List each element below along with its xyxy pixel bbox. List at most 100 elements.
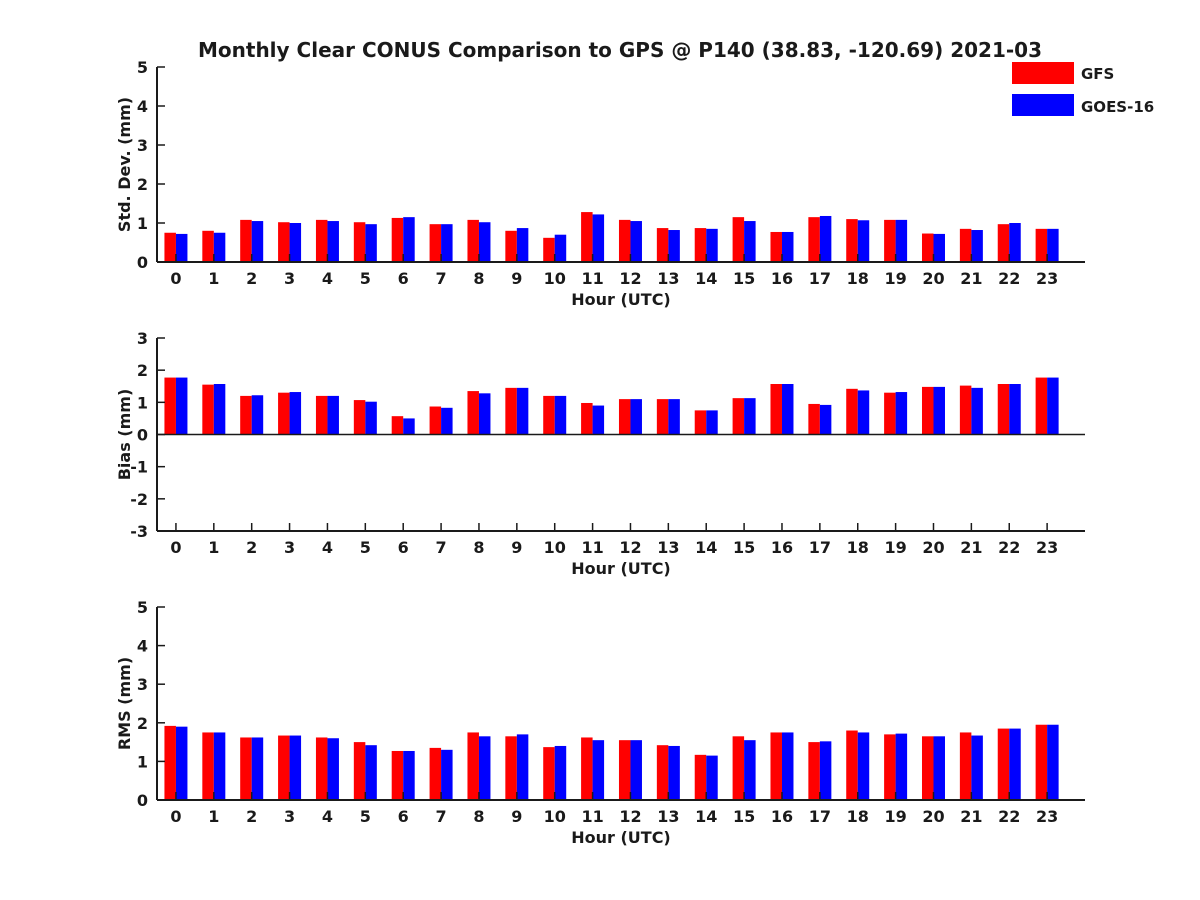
x-tick-label-stddev: 17 bbox=[809, 269, 831, 288]
bar-bias-gfs-13 bbox=[656, 399, 669, 435]
bar-bias-gfs-21 bbox=[959, 385, 972, 435]
bar-stddev-goes16-8 bbox=[478, 222, 491, 262]
x-tick-label-rms: 7 bbox=[436, 807, 447, 826]
x-tick-label-stddev: 9 bbox=[511, 269, 522, 288]
bars-stddev bbox=[164, 212, 1059, 262]
bar-rms-goes16-19 bbox=[895, 733, 908, 800]
bar-stddev-goes16-4 bbox=[327, 221, 339, 262]
bar-bias-goes16-13 bbox=[668, 399, 680, 435]
bar-bias-goes16-1 bbox=[213, 384, 226, 435]
bar-rms-gfs-19 bbox=[884, 734, 896, 800]
bar-rms-gfs-5 bbox=[353, 742, 366, 800]
bar-rms-goes16-17 bbox=[819, 741, 832, 800]
x-tick-label-bias: 4 bbox=[322, 538, 333, 557]
bar-rms-gfs-1 bbox=[202, 732, 214, 800]
bar-bias-goes16-7 bbox=[441, 407, 453, 435]
bars-rms bbox=[164, 724, 1059, 800]
x-axis-label-stddev: Hour (UTC) bbox=[571, 290, 671, 309]
bar-stddev-gfs-11 bbox=[581, 212, 593, 262]
bar-bias-gfs-2 bbox=[240, 395, 252, 435]
bar-rms-gfs-11 bbox=[581, 737, 593, 800]
bar-rms-gfs-21 bbox=[959, 732, 972, 800]
x-tick-label-rms: 18 bbox=[847, 807, 869, 826]
x-tick-label-rms: 22 bbox=[998, 807, 1020, 826]
y-axis-label-bias: Bias (mm) bbox=[115, 389, 134, 481]
y-tick-label-rms: 5 bbox=[137, 598, 148, 617]
bar-stddev-goes16-0 bbox=[175, 233, 188, 262]
bar-bias-gfs-4 bbox=[315, 395, 328, 435]
bar-rms-gfs-13 bbox=[656, 745, 669, 800]
bar-stddev-gfs-2 bbox=[240, 219, 252, 262]
bar-bias-gfs-5 bbox=[353, 400, 366, 435]
x-tick-label-bias: 11 bbox=[581, 538, 603, 557]
bar-bias-goes16-8 bbox=[478, 393, 491, 435]
bar-rms-goes16-13 bbox=[668, 745, 680, 800]
y-tick-label-bias: -3 bbox=[130, 522, 148, 541]
bar-stddev-goes16-9 bbox=[516, 228, 529, 262]
bar-rms-goes16-15 bbox=[744, 740, 756, 800]
bar-stddev-gfs-9 bbox=[505, 230, 517, 262]
bar-bias-gfs-19 bbox=[884, 392, 896, 435]
y-tick-label-rms: 4 bbox=[137, 637, 148, 656]
x-tick-label-stddev: 14 bbox=[695, 269, 717, 288]
legend-label-gfs: GFS bbox=[1081, 65, 1114, 83]
bar-stddev-gfs-8 bbox=[467, 219, 479, 262]
x-tick-label-rms: 13 bbox=[657, 807, 679, 826]
bar-stddev-gfs-20 bbox=[921, 233, 934, 262]
y-tick-label-bias: 3 bbox=[137, 329, 148, 348]
x-tick-label-stddev: 3 bbox=[284, 269, 295, 288]
x-tick-label-rms: 2 bbox=[246, 807, 257, 826]
x-tick-label-rms: 9 bbox=[511, 807, 522, 826]
x-tick-label-stddev: 22 bbox=[998, 269, 1020, 288]
x-tick-label-rms: 21 bbox=[960, 807, 982, 826]
x-tick-label-rms: 16 bbox=[771, 807, 793, 826]
x-axis-label-rms: Hour (UTC) bbox=[571, 828, 671, 847]
x-tick-label-rms: 19 bbox=[884, 807, 906, 826]
y-tick-label-bias: 0 bbox=[137, 426, 148, 445]
legend-swatch-gfs bbox=[1012, 62, 1074, 84]
bar-stddev-goes16-10 bbox=[554, 234, 567, 262]
bar-bias-gfs-20 bbox=[921, 386, 934, 435]
bar-bias-goes16-4 bbox=[327, 395, 339, 435]
bar-bias-goes16-5 bbox=[365, 401, 377, 435]
x-tick-label-bias: 10 bbox=[544, 538, 566, 557]
y-tick-label-stddev: 3 bbox=[137, 136, 148, 155]
bar-rms-goes16-9 bbox=[516, 734, 529, 800]
bar-rms-goes16-10 bbox=[554, 745, 567, 800]
bar-rms-goes16-20 bbox=[933, 736, 945, 800]
x-tick-label-stddev: 5 bbox=[360, 269, 371, 288]
bar-rms-gfs-15 bbox=[732, 736, 745, 800]
bar-bias-gfs-3 bbox=[278, 392, 290, 435]
bar-stddev-goes16-15 bbox=[744, 221, 756, 262]
bar-bias-gfs-10 bbox=[543, 395, 555, 435]
bar-stddev-goes16-23 bbox=[1047, 228, 1059, 262]
x-tick-label-bias: 9 bbox=[511, 538, 522, 557]
bar-stddev-goes16-20 bbox=[933, 233, 945, 262]
bar-stddev-gfs-10 bbox=[543, 237, 555, 262]
legend-label-goes16: GOES-16 bbox=[1081, 98, 1154, 116]
x-tick-label-bias: 17 bbox=[809, 538, 831, 557]
y-tick-label-bias: -1 bbox=[130, 458, 148, 477]
bar-rms-goes16-3 bbox=[289, 735, 302, 800]
x-tick-label-bias: 1 bbox=[208, 538, 219, 557]
x-tick-label-stddev: 1 bbox=[208, 269, 219, 288]
x-tick-label-rms: 11 bbox=[581, 807, 603, 826]
bar-rms-gfs-17 bbox=[808, 742, 820, 800]
bar-bias-goes16-19 bbox=[895, 392, 908, 435]
x-tick-label-bias: 22 bbox=[998, 538, 1020, 557]
x-tick-label-bias: 13 bbox=[657, 538, 679, 557]
bar-stddev-gfs-22 bbox=[997, 224, 1010, 262]
bar-bias-goes16-11 bbox=[592, 405, 605, 435]
x-tick-label-bias: 14 bbox=[695, 538, 717, 557]
bar-bias-gfs-1 bbox=[202, 384, 214, 435]
bar-bias-goes16-18 bbox=[857, 390, 870, 435]
x-tick-label-stddev: 8 bbox=[473, 269, 484, 288]
bar-bias-gfs-14 bbox=[694, 410, 707, 435]
bar-rms-goes16-4 bbox=[327, 738, 339, 800]
bar-stddev-gfs-13 bbox=[656, 228, 669, 262]
bar-bias-goes16-14 bbox=[706, 410, 718, 435]
bar-rms-gfs-18 bbox=[846, 730, 858, 800]
